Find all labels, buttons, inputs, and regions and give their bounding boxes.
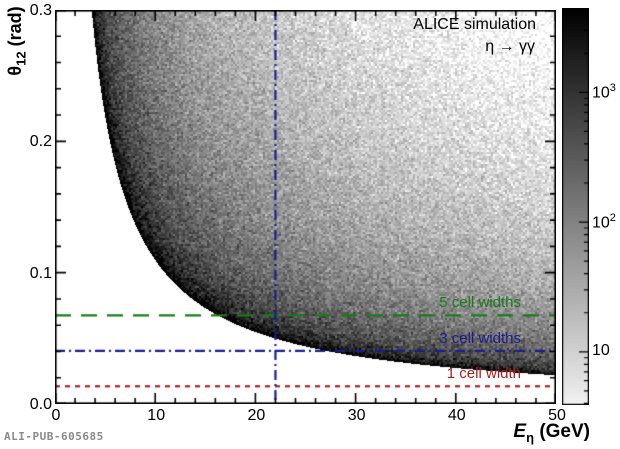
plot-title: ALICE simulation xyxy=(413,16,536,33)
reference-line-label-five-cell-widths: 5 cell widths xyxy=(439,294,521,312)
x-tick-label: 0 xyxy=(51,407,61,424)
y-tick-label: 0.1 xyxy=(29,264,52,282)
x-tick-label: 10 xyxy=(147,407,166,424)
colorbar-tick-label: 102 xyxy=(592,212,616,232)
colorbar-canvas xyxy=(562,8,589,405)
figure-watermark: ALI-PUB-605685 xyxy=(4,430,104,443)
reference-line-label-three-cell-widths: 3 cell widths xyxy=(439,329,521,347)
x-tick-label: 30 xyxy=(347,407,366,424)
y-tick-label: 0.2 xyxy=(29,133,52,151)
colorbar-tick-label: 103 xyxy=(592,82,616,102)
heatmap-canvas xyxy=(55,10,556,404)
y-tick-label: 0.3 xyxy=(29,2,52,19)
x-tick-label: 50 xyxy=(548,407,566,424)
colorbar-tick-label: 10 xyxy=(592,341,610,359)
reference-line-label-one-cell-width: 1 cell width xyxy=(446,365,521,383)
x-tick-label: 40 xyxy=(447,407,466,424)
decay-channel-label: η → γγ xyxy=(485,38,535,55)
y-tick-label: 0.0 xyxy=(29,396,52,413)
x-tick-label: 20 xyxy=(247,407,266,424)
x-axis-title: Eη (GeV) xyxy=(513,421,590,445)
